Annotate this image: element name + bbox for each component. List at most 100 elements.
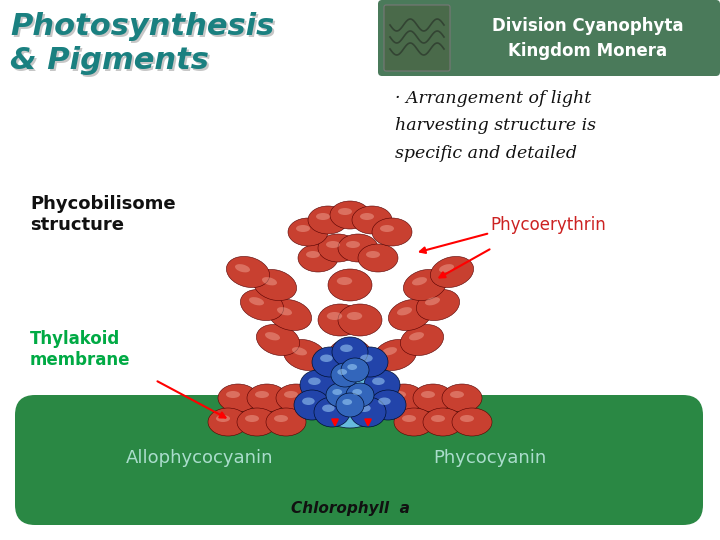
Ellipse shape: [358, 404, 371, 412]
Ellipse shape: [292, 347, 307, 355]
Ellipse shape: [253, 269, 297, 301]
Ellipse shape: [425, 297, 440, 306]
Ellipse shape: [327, 371, 356, 390]
Ellipse shape: [423, 408, 463, 436]
Ellipse shape: [370, 390, 406, 420]
Ellipse shape: [298, 244, 338, 272]
Ellipse shape: [372, 218, 412, 246]
Ellipse shape: [336, 393, 364, 417]
Ellipse shape: [439, 264, 454, 272]
Ellipse shape: [262, 277, 277, 285]
Text: Kingdom Monera: Kingdom Monera: [508, 42, 667, 60]
Text: Allophycocyanin: Allophycocyanin: [126, 449, 274, 467]
Ellipse shape: [442, 384, 482, 412]
Ellipse shape: [452, 408, 492, 436]
Text: · Arrangement of light
harvesting structure is
specific and detailed: · Arrangement of light harvesting struct…: [395, 90, 596, 162]
Ellipse shape: [216, 415, 230, 422]
Text: Division Cyanophyta: Division Cyanophyta: [492, 17, 684, 35]
Text: Phycocyanin: Phycocyanin: [433, 449, 546, 467]
Ellipse shape: [256, 325, 300, 355]
Ellipse shape: [245, 415, 259, 422]
Ellipse shape: [358, 244, 398, 272]
Ellipse shape: [360, 213, 374, 220]
Ellipse shape: [326, 241, 340, 248]
Ellipse shape: [265, 332, 280, 340]
Ellipse shape: [314, 397, 350, 427]
Ellipse shape: [347, 364, 357, 370]
Ellipse shape: [316, 213, 330, 220]
Ellipse shape: [312, 347, 348, 377]
Ellipse shape: [288, 218, 328, 246]
FancyBboxPatch shape: [15, 395, 703, 525]
Ellipse shape: [392, 391, 406, 398]
Ellipse shape: [352, 347, 388, 377]
Ellipse shape: [380, 225, 394, 232]
Ellipse shape: [296, 225, 310, 232]
Ellipse shape: [384, 384, 424, 412]
Ellipse shape: [346, 241, 360, 248]
Ellipse shape: [397, 307, 412, 315]
Ellipse shape: [388, 300, 431, 330]
Ellipse shape: [412, 277, 427, 285]
Ellipse shape: [249, 297, 264, 306]
Ellipse shape: [226, 391, 240, 398]
Ellipse shape: [331, 363, 359, 387]
Ellipse shape: [416, 289, 459, 321]
Ellipse shape: [360, 354, 373, 362]
Ellipse shape: [274, 415, 288, 422]
Ellipse shape: [338, 304, 382, 336]
Ellipse shape: [378, 397, 391, 405]
Ellipse shape: [352, 389, 362, 395]
Ellipse shape: [400, 325, 444, 355]
Ellipse shape: [374, 340, 417, 370]
Ellipse shape: [308, 206, 348, 234]
Ellipse shape: [235, 264, 250, 272]
Ellipse shape: [340, 345, 353, 352]
Ellipse shape: [269, 300, 312, 330]
Ellipse shape: [237, 408, 277, 436]
Ellipse shape: [318, 234, 358, 262]
Text: Photosynthesis
& Pigments: Photosynthesis & Pigments: [12, 14, 276, 77]
FancyBboxPatch shape: [378, 0, 720, 76]
Ellipse shape: [352, 206, 392, 234]
Text: Thylakoid
membrane: Thylakoid membrane: [30, 330, 130, 369]
Ellipse shape: [308, 352, 392, 428]
Ellipse shape: [332, 337, 368, 367]
Ellipse shape: [338, 208, 352, 215]
Ellipse shape: [431, 415, 445, 422]
Ellipse shape: [208, 408, 248, 436]
Ellipse shape: [308, 377, 320, 385]
Ellipse shape: [284, 391, 298, 398]
Ellipse shape: [218, 384, 258, 412]
Ellipse shape: [328, 269, 372, 301]
Ellipse shape: [338, 234, 378, 262]
Ellipse shape: [276, 384, 316, 412]
Ellipse shape: [366, 251, 380, 258]
Ellipse shape: [240, 289, 284, 321]
Ellipse shape: [326, 383, 354, 407]
Ellipse shape: [431, 256, 474, 288]
Ellipse shape: [346, 383, 374, 407]
Ellipse shape: [302, 397, 315, 405]
Text: Chlorophyll  a: Chlorophyll a: [291, 501, 410, 516]
Ellipse shape: [337, 277, 352, 285]
Ellipse shape: [337, 369, 347, 375]
Ellipse shape: [328, 339, 372, 371]
Ellipse shape: [255, 391, 269, 398]
Ellipse shape: [350, 397, 386, 427]
Text: Phycoerythrin: Phycoerythrin: [490, 216, 606, 234]
Ellipse shape: [294, 390, 330, 420]
Ellipse shape: [327, 312, 342, 320]
Ellipse shape: [247, 384, 287, 412]
Ellipse shape: [460, 415, 474, 422]
Ellipse shape: [413, 384, 453, 412]
Text: Photosynthesis
& Pigments: Photosynthesis & Pigments: [10, 12, 274, 75]
Ellipse shape: [277, 307, 292, 315]
Ellipse shape: [409, 332, 424, 340]
FancyBboxPatch shape: [384, 5, 450, 71]
Ellipse shape: [364, 370, 400, 400]
Ellipse shape: [403, 269, 446, 301]
Ellipse shape: [341, 358, 369, 382]
Ellipse shape: [300, 370, 336, 400]
Ellipse shape: [450, 391, 464, 398]
